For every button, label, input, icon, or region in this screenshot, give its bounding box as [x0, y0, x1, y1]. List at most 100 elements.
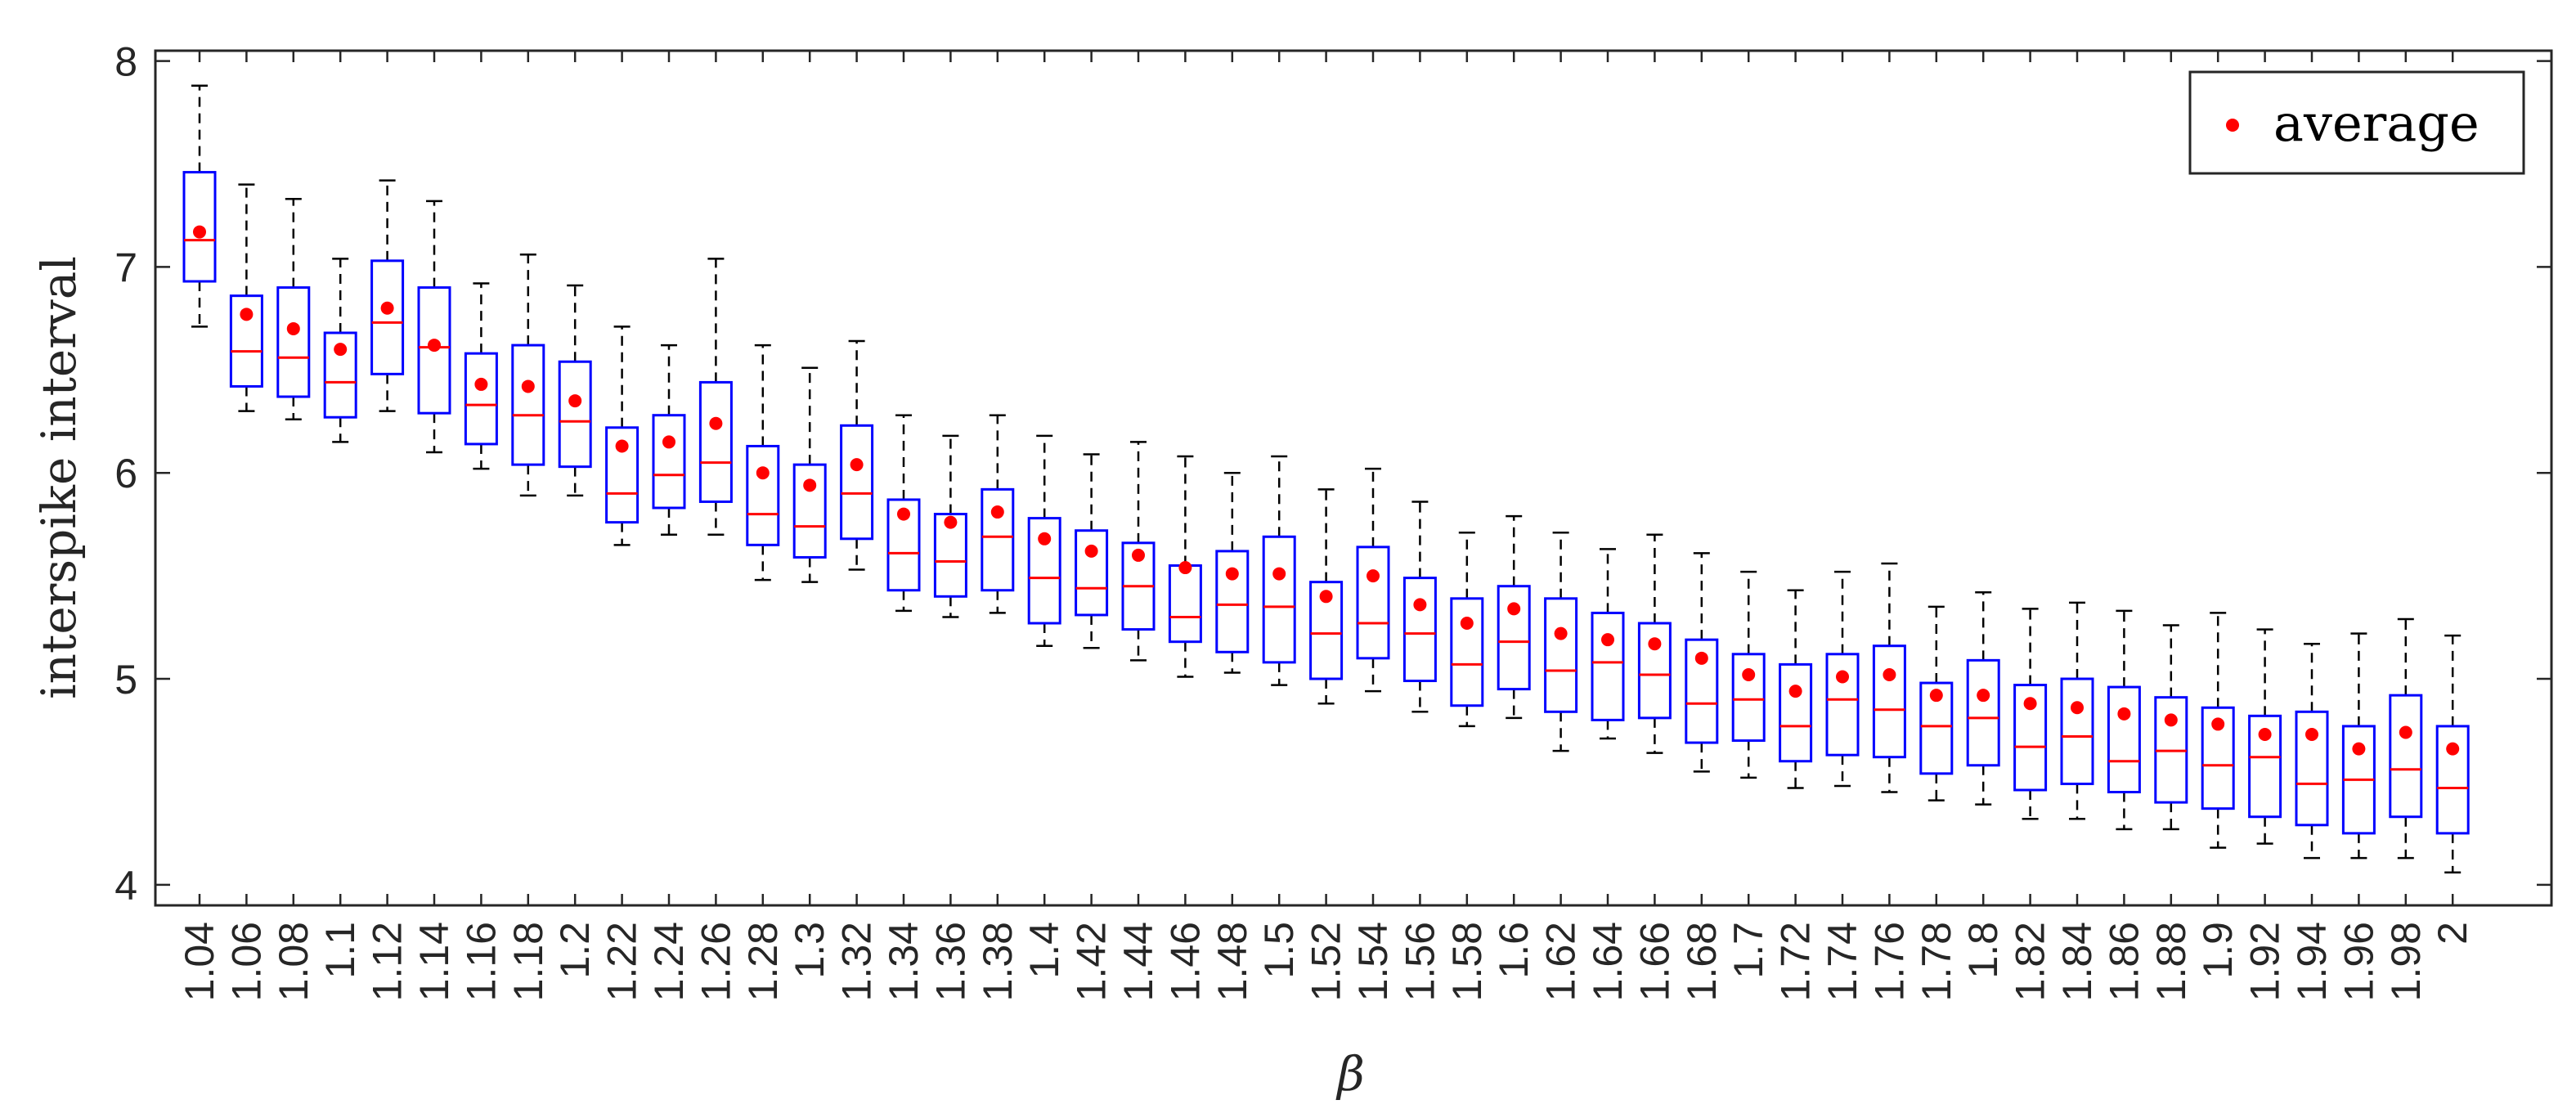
mean-marker [521, 379, 535, 393]
x-tick-label: 1.1 [317, 922, 363, 979]
x-tick-label: 1.88 [2148, 922, 2194, 1001]
box-1.4 [1027, 434, 1061, 647]
mean-marker [1132, 548, 1145, 562]
mean-marker [803, 478, 817, 492]
box-1.26 [698, 258, 733, 536]
x-tick-label: 1.12 [365, 922, 411, 1001]
mean-marker [1836, 670, 1849, 684]
mean-marker [193, 225, 206, 239]
box-1.78 [1919, 605, 1954, 801]
x-tick-label: 1.6 [1491, 922, 1537, 979]
iqr-box [1075, 529, 1109, 617]
box-1.68 [1685, 552, 1719, 773]
box-1.76 [1872, 562, 1906, 793]
iqr-box [2435, 725, 2470, 835]
mean-marker [1601, 633, 1614, 647]
box-1.1 [323, 258, 357, 443]
y-tick-label: 4 [114, 863, 137, 909]
x-tick-label: 1.72 [1773, 922, 1819, 1001]
x-tick-label: 1.76 [1866, 922, 1912, 1001]
x-tick-label: 1.44 [1115, 922, 1161, 1001]
x-tick-label: 1.8 [1960, 922, 2006, 979]
mean-marker [1648, 637, 1662, 651]
iqr-box [1966, 658, 2000, 767]
box-1.16 [464, 282, 498, 470]
y-tick-label: 6 [114, 451, 137, 496]
box-1.2 [558, 284, 592, 497]
mean-marker [474, 377, 488, 391]
box-2 [2435, 634, 2470, 873]
box-1.3 [792, 366, 827, 583]
mean-marker [334, 343, 348, 357]
box-1.12 [370, 179, 405, 412]
box-1.94 [2295, 642, 2329, 860]
x-tick-label: 1.74 [1820, 922, 1865, 1001]
box-1.48 [1215, 471, 1250, 674]
mean-marker [990, 505, 1004, 519]
iqr-box [792, 463, 827, 559]
iqr-box [558, 360, 592, 469]
x-axis-label: β [1335, 1046, 1365, 1102]
mean-marker [2164, 713, 2178, 727]
x-tick-label: 1.08 [271, 922, 316, 1001]
iqr-box [1215, 550, 1250, 653]
mean-marker [1742, 667, 1756, 681]
mean-marker [2071, 701, 2084, 715]
x-tick-label: 1.26 [693, 922, 738, 1001]
box-1.06 [229, 183, 263, 412]
x-tick-label: 1.58 [1444, 922, 1490, 1001]
tick-group: 1.04 1.06 1.08 1.1 1.12 1.14 1.16 1.18 1.2 1.22 1.… [114, 39, 2551, 1001]
box-1.18 [511, 254, 545, 497]
mean-marker [1694, 651, 1708, 665]
iqr-box [1262, 535, 1296, 664]
x-tick-label: 1.66 [1631, 922, 1677, 1001]
x-tick-label: 1.96 [2336, 922, 2381, 1001]
mean-marker [1272, 567, 1286, 581]
plot-area [155, 51, 2551, 905]
box-1.62 [1544, 531, 1578, 752]
mean-marker [2446, 742, 2460, 756]
iqr-box [370, 259, 405, 375]
box-1.32 [840, 339, 874, 571]
iqr-box [1779, 662, 1813, 763]
x-tick-label: 1.3 [787, 922, 832, 979]
mean-marker [1225, 567, 1239, 581]
mean-marker [850, 458, 864, 472]
legend: average [2188, 70, 2525, 175]
box-1.84 [2060, 601, 2094, 820]
x-tick-label: 1.18 [505, 922, 551, 1001]
x-tick-label: 1.04 [177, 922, 222, 1001]
box-1.7 [1731, 570, 1766, 779]
x-tick-label: 1.84 [2054, 922, 2100, 1001]
iqr-box [2060, 677, 2094, 785]
mean-marker [1788, 685, 1802, 698]
iqr-box [1825, 653, 1860, 757]
x-tick-label: 1.82 [2008, 922, 2053, 1001]
y-axis-label: interspike interval [31, 256, 87, 699]
x-tick-label: 1.98 [2383, 922, 2429, 1001]
box-1.52 [1309, 488, 1344, 705]
mean-marker [1413, 598, 1427, 612]
mean-marker [2258, 728, 2272, 741]
mean-marker [1883, 667, 1896, 681]
box-1.46 [1168, 455, 1202, 678]
box-1.6 [1497, 514, 1531, 720]
iqr-box [652, 414, 686, 510]
box-1.44 [1121, 441, 1156, 662]
x-tick-label: 1.38 [975, 922, 1021, 1001]
box-1.98 [2389, 617, 2423, 860]
x-tick-label: 1.78 [1914, 922, 1959, 1001]
mean-marker [897, 507, 910, 521]
box-1.14 [417, 200, 451, 454]
box-1.38 [981, 414, 1015, 614]
box-1.22 [605, 326, 640, 546]
mean-marker [1038, 532, 1052, 546]
mean-marker [286, 321, 300, 335]
iqr-box [840, 424, 874, 541]
x-tick-label: 1.14 [411, 922, 457, 1001]
x-tick-label: 1.42 [1069, 922, 1115, 1001]
x-tick-label: 1.16 [458, 922, 504, 1001]
iqr-box [698, 380, 733, 503]
x-tick-label: 1.22 [599, 922, 645, 1001]
